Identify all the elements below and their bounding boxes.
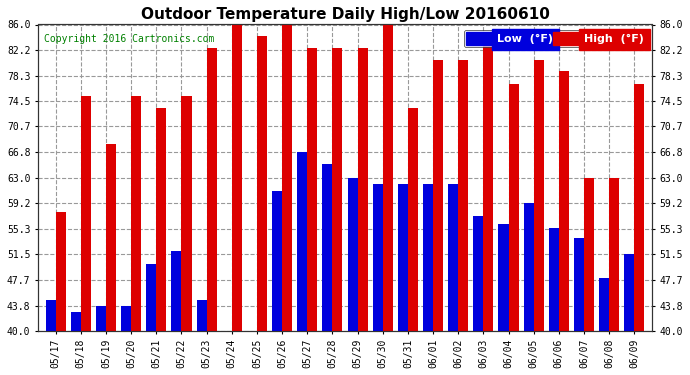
Bar <box>96 306 106 331</box>
Bar <box>322 165 333 331</box>
Bar <box>634 84 644 331</box>
Bar <box>373 184 383 331</box>
Bar <box>599 278 609 331</box>
Bar <box>398 184 408 331</box>
Bar <box>81 96 91 331</box>
Bar <box>624 254 634 331</box>
Bar <box>146 264 157 331</box>
Bar <box>559 71 569 331</box>
Bar <box>524 203 533 331</box>
Text: Copyright 2016 Cartronics.com: Copyright 2016 Cartronics.com <box>44 34 215 44</box>
Bar <box>609 178 619 331</box>
Bar <box>131 96 141 331</box>
Bar <box>333 48 342 331</box>
Bar <box>549 228 559 331</box>
Title: Outdoor Temperature Daily High/Low 20160610: Outdoor Temperature Daily High/Low 20160… <box>141 7 549 22</box>
Bar <box>206 48 217 331</box>
Bar <box>71 312 81 331</box>
Bar <box>448 184 458 331</box>
Bar <box>509 84 519 331</box>
Bar <box>297 153 307 331</box>
Bar <box>348 178 357 331</box>
Bar <box>423 184 433 331</box>
Bar <box>533 60 544 331</box>
Bar <box>357 48 368 331</box>
Bar <box>484 45 493 331</box>
Bar <box>458 60 469 331</box>
Bar <box>383 24 393 331</box>
Bar <box>157 108 166 331</box>
Bar <box>197 300 206 331</box>
Bar <box>433 60 443 331</box>
Bar <box>498 224 509 331</box>
Bar <box>46 300 56 331</box>
Bar <box>232 24 242 331</box>
Bar <box>56 212 66 331</box>
Bar <box>181 96 192 331</box>
Bar <box>574 238 584 331</box>
Bar <box>272 191 282 331</box>
Bar <box>171 251 181 331</box>
Bar <box>282 24 292 331</box>
Bar <box>584 178 594 331</box>
Bar <box>307 48 317 331</box>
Legend: Low  (°F), High  (°F): Low (°F), High (°F) <box>464 30 647 47</box>
Bar <box>121 306 131 331</box>
Bar <box>257 36 267 331</box>
Bar <box>408 108 418 331</box>
Bar <box>473 216 484 331</box>
Bar <box>106 144 116 331</box>
